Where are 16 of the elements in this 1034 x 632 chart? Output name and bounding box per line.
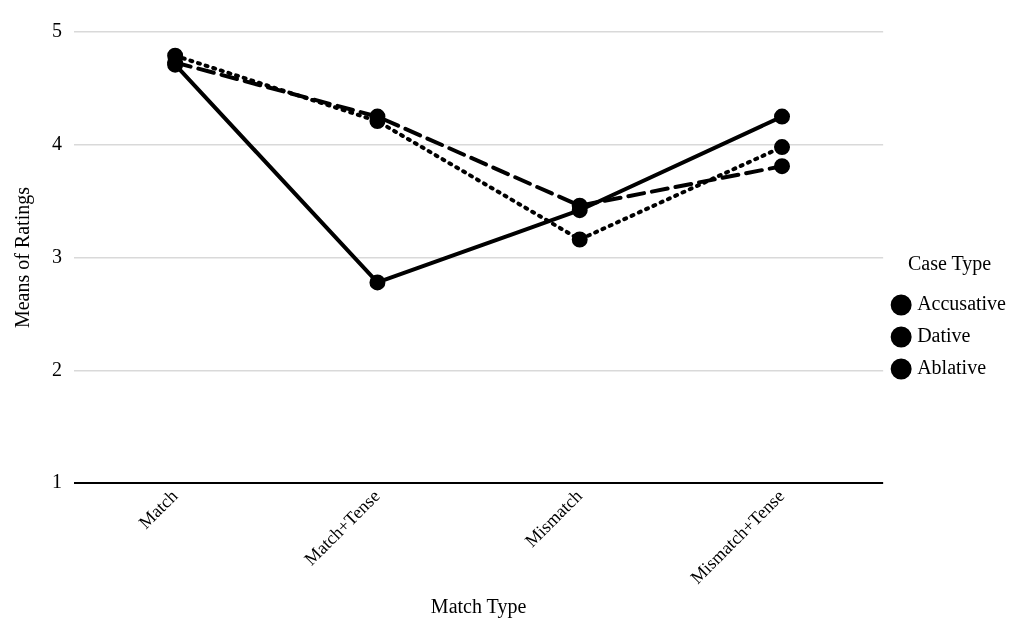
legend-label: Ablative (917, 356, 987, 379)
point (774, 158, 791, 175)
y-tick-label: 2 (52, 357, 62, 380)
y-tick-label: 4 (52, 132, 62, 155)
y-tick-label: 1 (52, 470, 62, 493)
y-axis-title: Means of Ratings (11, 186, 35, 329)
y-tick-label: 5 (52, 19, 62, 42)
point (571, 231, 588, 248)
point (369, 274, 386, 291)
y-tick-label: 3 (52, 244, 62, 267)
legend-label: Dative (917, 324, 971, 347)
legend-label: Accusative (917, 292, 1007, 315)
point (774, 139, 791, 156)
point (774, 108, 791, 125)
x-axis-title: Match Type (430, 595, 527, 619)
legend-title: Case Type (907, 252, 992, 276)
